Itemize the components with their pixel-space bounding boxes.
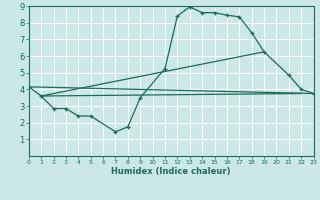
X-axis label: Humidex (Indice chaleur): Humidex (Indice chaleur): [111, 167, 231, 176]
